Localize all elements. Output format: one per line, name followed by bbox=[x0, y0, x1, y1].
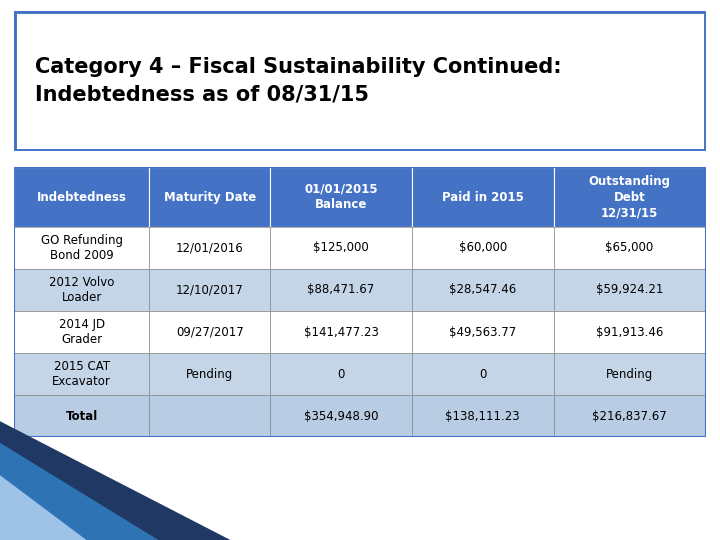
Text: 2012 Volvo
Loader: 2012 Volvo Loader bbox=[49, 276, 114, 304]
Text: $59,924.21: $59,924.21 bbox=[596, 284, 663, 296]
Text: 2015 CAT
Excavator: 2015 CAT Excavator bbox=[53, 360, 111, 388]
Bar bbox=[412, 311, 554, 353]
Text: $125,000: $125,000 bbox=[313, 241, 369, 254]
Bar bbox=[270, 227, 412, 269]
Text: Paid in 2015: Paid in 2015 bbox=[442, 191, 523, 204]
Text: 12/10/2017: 12/10/2017 bbox=[176, 284, 243, 296]
Text: Outstanding
Debt
12/31/15: Outstanding Debt 12/31/15 bbox=[588, 175, 670, 219]
Bar bbox=[270, 395, 412, 437]
Text: $354,948.90: $354,948.90 bbox=[304, 410, 378, 423]
Text: 0: 0 bbox=[337, 368, 345, 381]
Text: Indebtedness: Indebtedness bbox=[37, 191, 127, 204]
Bar bbox=[270, 167, 412, 227]
Text: 12/01/2016: 12/01/2016 bbox=[176, 241, 243, 254]
Text: $65,000: $65,000 bbox=[606, 241, 654, 254]
Bar bbox=[270, 311, 412, 353]
Text: $28,547.46: $28,547.46 bbox=[449, 284, 516, 296]
Bar bbox=[554, 311, 706, 353]
Bar bbox=[14, 227, 149, 269]
Bar bbox=[149, 353, 270, 395]
Bar bbox=[412, 395, 554, 437]
Bar bbox=[149, 269, 270, 311]
Bar bbox=[412, 269, 554, 311]
Text: 0: 0 bbox=[479, 368, 487, 381]
Text: $91,913.46: $91,913.46 bbox=[596, 326, 663, 339]
Bar bbox=[412, 167, 554, 227]
Bar bbox=[554, 395, 706, 437]
Bar bbox=[412, 227, 554, 269]
Text: Pending: Pending bbox=[606, 368, 653, 381]
Bar bbox=[554, 227, 706, 269]
Bar bbox=[554, 269, 706, 311]
Text: $216,837.67: $216,837.67 bbox=[592, 410, 667, 423]
Bar bbox=[149, 311, 270, 353]
Bar bbox=[149, 395, 270, 437]
Text: $60,000: $60,000 bbox=[459, 241, 507, 254]
Text: Total: Total bbox=[66, 410, 98, 423]
Text: $49,563.77: $49,563.77 bbox=[449, 326, 516, 339]
Bar bbox=[412, 353, 554, 395]
Text: GO Refunding
Bond 2009: GO Refunding Bond 2009 bbox=[41, 234, 123, 262]
Bar bbox=[14, 395, 149, 437]
Bar bbox=[270, 353, 412, 395]
Bar bbox=[14, 311, 149, 353]
Text: Category 4 – Fiscal Sustainability Continued:
Indebtedness as of 08/31/15: Category 4 – Fiscal Sustainability Conti… bbox=[35, 57, 562, 105]
Text: 09/27/2017: 09/27/2017 bbox=[176, 326, 243, 339]
Bar bbox=[14, 353, 149, 395]
Text: 01/01/2015
Balance: 01/01/2015 Balance bbox=[304, 183, 378, 211]
Text: $138,111.23: $138,111.23 bbox=[446, 410, 520, 423]
Text: Pending: Pending bbox=[186, 368, 233, 381]
Text: Maturity Date: Maturity Date bbox=[163, 191, 256, 204]
Bar bbox=[270, 269, 412, 311]
Bar bbox=[554, 167, 706, 227]
Bar bbox=[149, 227, 270, 269]
Text: $88,471.67: $88,471.67 bbox=[307, 284, 374, 296]
Text: $141,477.23: $141,477.23 bbox=[304, 326, 379, 339]
Bar bbox=[149, 167, 270, 227]
Bar bbox=[14, 167, 149, 227]
Text: 2014 JD
Grader: 2014 JD Grader bbox=[59, 318, 105, 346]
Bar bbox=[554, 353, 706, 395]
Bar bbox=[14, 269, 149, 311]
